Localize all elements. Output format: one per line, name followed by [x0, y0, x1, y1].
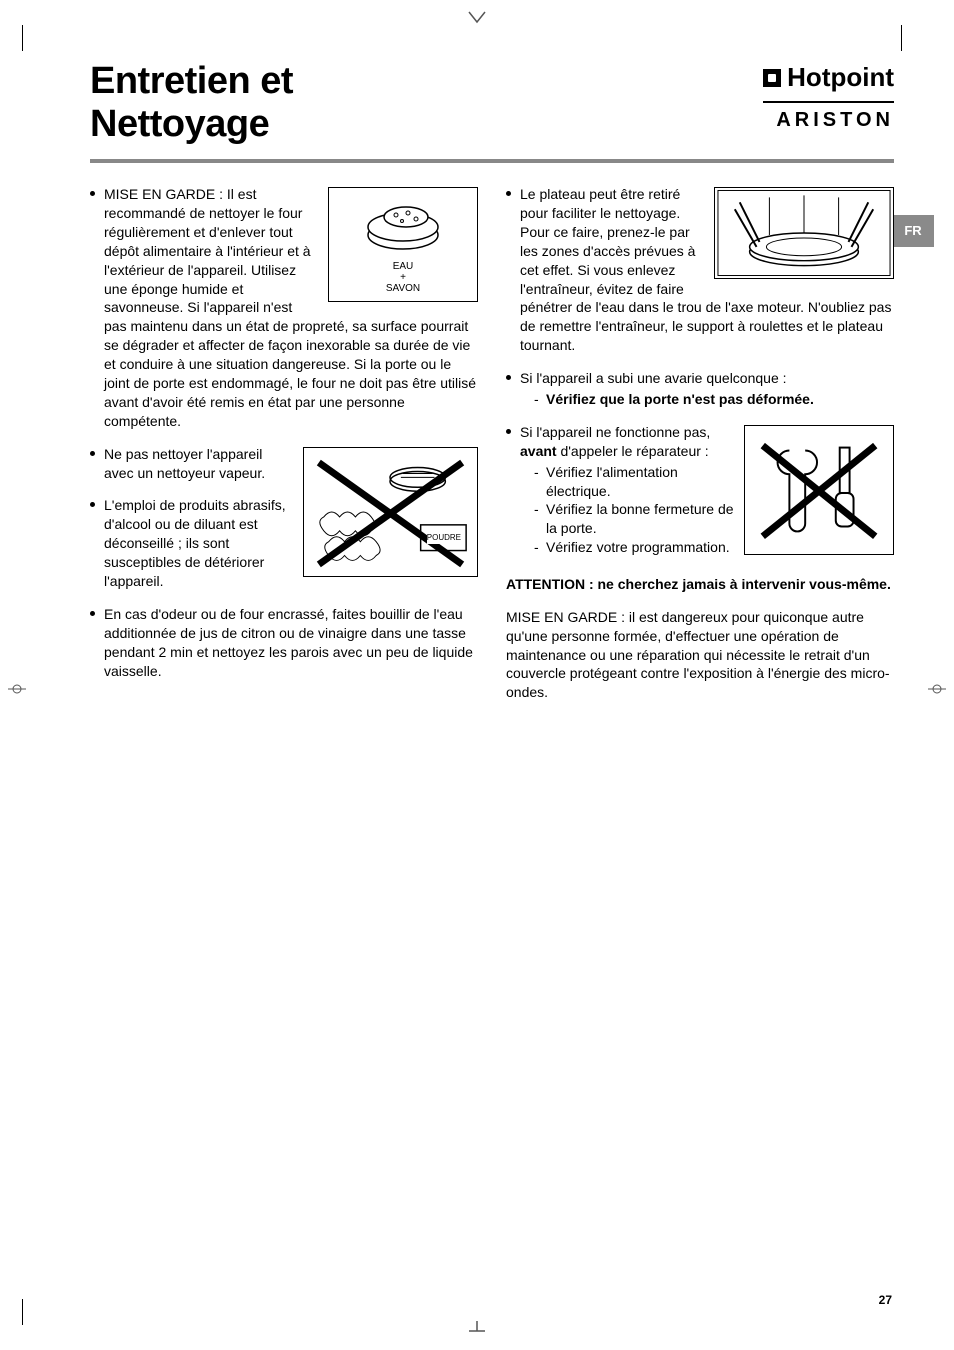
dash-text: Vérifiez votre programmation.: [546, 539, 730, 555]
bullet-item: Si l'appareil a subi une avarie quelconq…: [506, 369, 894, 409]
brand-ariston: ARISTON: [763, 107, 894, 134]
bullet-text: En cas d'odeur ou de four encrassé, fait…: [104, 606, 473, 679]
sponge-label: EAU + SAVON: [386, 261, 420, 294]
warning-paragraph: MISE EN GARDE : il est dangereux pour qu…: [506, 608, 894, 702]
dash-item: Vérifiez l'alimentation électrique.: [534, 463, 894, 501]
attention-text: ATTENTION : ne cherchez jamais à interve…: [506, 576, 891, 592]
bullet-item: POUDRE Ne pas nettoyer l'appareil avec u…: [90, 445, 478, 483]
bullet-text: Si l'appareil a subi une avarie quelconq…: [520, 370, 787, 386]
dash-text: Vérifiez l'alimentation électrique.: [546, 464, 678, 499]
dash-text: Vérifiez que la porte n'est pas déformée…: [546, 391, 814, 407]
brand-square-icon: [763, 69, 781, 87]
brand-hotpoint: Hotpoint: [763, 60, 894, 95]
bullet-text: L'emploi de produits abrasifs, d'alcool …: [104, 497, 286, 589]
brand-divider: [763, 101, 894, 103]
bullet-item: Si l'appareil ne fonctionne pas, avant d…: [506, 423, 894, 561]
dash-text: Vérifiez la bonne fermeture de la porte.: [546, 501, 734, 536]
label-line: SAVON: [386, 283, 420, 294]
label-line: +: [400, 272, 406, 283]
bullet-text-a: Si l'appareil ne fonctionne pas,: [520, 424, 710, 440]
dash-item: Vérifiez la bonne fermeture de la porte.: [534, 500, 894, 538]
right-column: Le plateau peut être retiré pour facilit…: [506, 185, 894, 716]
bullet-item: EAU + SAVON MISE EN GARDE : Il est recom…: [90, 185, 478, 431]
bullet-text-b: d'appeler le réparateur :: [557, 443, 709, 459]
header-rule: [90, 159, 894, 163]
bullet-item: L'emploi de produits abrasifs, d'alcool …: [90, 496, 478, 590]
label-line: EAU: [393, 261, 414, 272]
page-title: Entretien et Nettoyage: [90, 60, 293, 145]
bullet-item: En cas d'odeur ou de four encrassé, fait…: [90, 605, 478, 681]
brand-hotpoint-text: Hotpoint: [787, 60, 894, 95]
bullet-text-bold: avant: [520, 443, 557, 459]
left-column: EAU + SAVON MISE EN GARDE : Il est recom…: [90, 185, 478, 716]
title-line1: Entretien et: [90, 60, 293, 102]
page-number: 27: [879, 1292, 892, 1308]
page: Entretien et Nettoyage Hotpoint ARISTON …: [0, 0, 954, 1350]
dash-item: Vérifiez votre programmation.: [534, 538, 894, 557]
bullet-item: Le plateau peut être retiré pour facilit…: [506, 185, 894, 355]
content-columns: EAU + SAVON MISE EN GARDE : Il est recom…: [90, 185, 894, 716]
turntable-illustration: [714, 187, 894, 279]
language-tab: FR: [892, 215, 934, 247]
page-header: Entretien et Nettoyage Hotpoint ARISTON: [90, 60, 894, 145]
dash-item: Vérifiez que la porte n'est pas déformée…: [534, 390, 894, 409]
attention-line: ATTENTION : ne cherchez jamais à interve…: [506, 575, 894, 594]
sponge-illustration: EAU + SAVON: [328, 187, 478, 302]
bullet-text: Ne pas nettoyer l'appareil avec un netto…: [104, 446, 265, 481]
brand-block: Hotpoint ARISTON: [763, 60, 894, 134]
title-line2: Nettoyage: [90, 103, 269, 145]
